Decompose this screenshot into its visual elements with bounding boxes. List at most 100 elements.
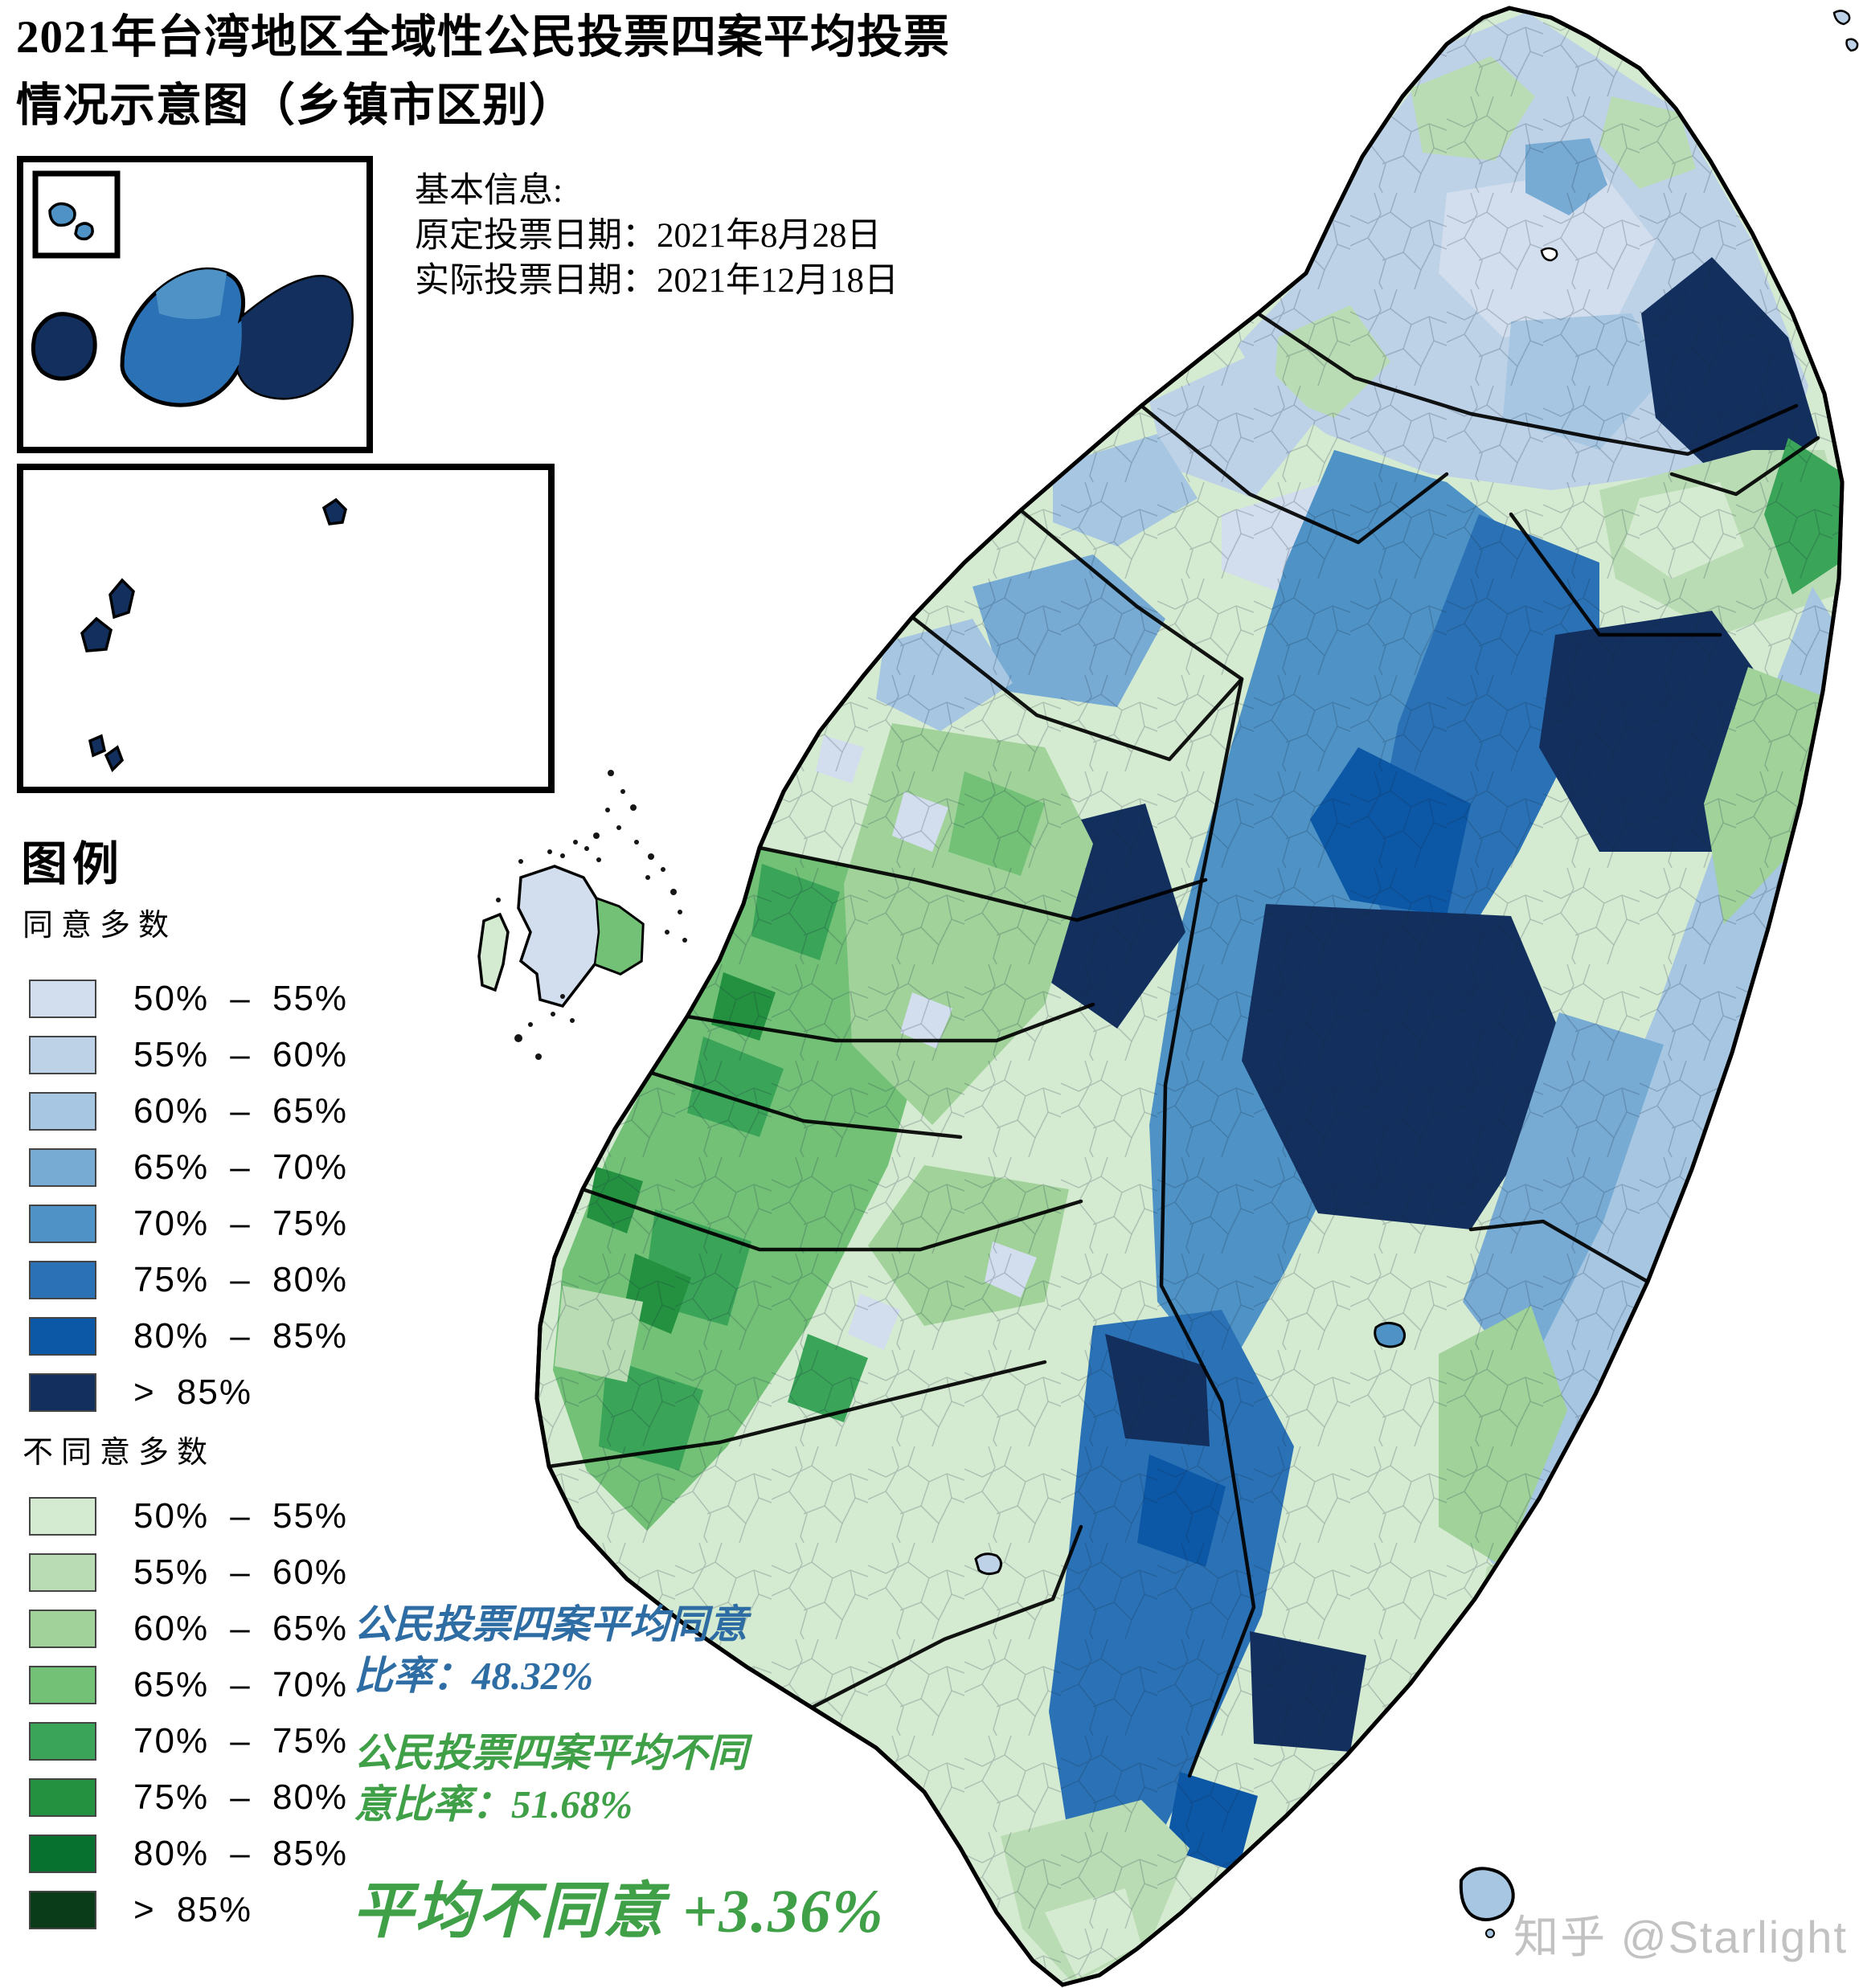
map-shape (528, 1022, 533, 1027)
map-shape (1045, 1888, 1141, 1978)
map-shape (665, 930, 669, 935)
map-shape (645, 875, 650, 880)
map-shape (809, 1524, 1083, 1710)
map-shape (1053, 434, 1198, 546)
map-shape (649, 1070, 963, 1139)
map-shape (560, 994, 565, 999)
map-shape (1459, 1867, 1515, 1921)
map-shape (1439, 169, 1656, 337)
legend-range-label: 50% – 55% (133, 979, 349, 1018)
map-shape (1242, 904, 1575, 1229)
map-shape (1374, 1322, 1406, 1348)
map-shape (1468, 1219, 1650, 1284)
legend-range-label: 55% – 60% (133, 1035, 349, 1074)
map-shape (560, 853, 565, 858)
map-shape (1165, 1772, 1258, 1872)
map-shape (616, 825, 621, 830)
map-shape (1149, 450, 1559, 1382)
page-title: 2021年台湾地区全域性公民投票四案平均投票 情况示意图（乡镇市区别） (16, 3, 1141, 140)
map-shape (518, 859, 523, 864)
map-shape (547, 849, 552, 854)
map-shape (477, 912, 510, 992)
inset-matsu (17, 464, 555, 793)
legend-swatch (29, 1722, 96, 1761)
legend-range-label: 80% – 85% (133, 1316, 349, 1356)
map-shape (634, 840, 639, 845)
legend-swatch (29, 1373, 96, 1412)
map-shape (1250, 1631, 1366, 1752)
legend-row: > 85% (29, 1364, 407, 1421)
map-shape (630, 804, 637, 811)
map-shape (104, 745, 125, 773)
map-shape (670, 889, 677, 895)
map-shape (678, 910, 682, 914)
legend-disagree-label: 不同意多数 (23, 1436, 216, 1470)
map-shape (88, 734, 107, 758)
legend-row: 80% – 85% (29, 1308, 407, 1364)
info-original-date: 原定投票日期：2021年8月28日 (415, 217, 882, 255)
legend-agree-rows: 50% – 55% 55% – 60% 60% – 65% 65% – 70% … (29, 971, 407, 1421)
map-shape (584, 846, 589, 851)
map-shape (553, 848, 932, 1531)
map-shape (1238, 12, 1808, 490)
map-shape (1525, 138, 1607, 215)
map-shape (599, 1358, 703, 1471)
legend-swatch (29, 1610, 96, 1648)
map-shape (1411, 56, 1535, 161)
map-shape (1310, 747, 1471, 916)
disagree-summary-line-2: 意比率：51.68% (354, 1782, 633, 1826)
map-shape (1704, 667, 1820, 924)
map-shape (620, 789, 625, 794)
map-shape (1669, 436, 1820, 497)
map-shape (496, 770, 687, 1060)
map-shape (1149, 354, 1318, 498)
map-shape (74, 222, 94, 241)
map-shape (593, 897, 645, 976)
legend-range-label: 65% – 70% (133, 1147, 349, 1187)
legend-range-label: 75% – 80% (133, 1777, 349, 1817)
map-shape (1447, 587, 1842, 1567)
map-shape (1599, 450, 1842, 635)
map-shape (570, 1018, 575, 1023)
map-shape (892, 792, 948, 852)
map-shape (974, 1552, 1002, 1576)
map-shape (643, 1209, 751, 1326)
map-shape (687, 1037, 784, 1137)
map-shape (1137, 1454, 1226, 1567)
map-shape (844, 723, 1093, 1125)
map-shape (623, 1254, 691, 1334)
legend-row: 50% – 55% (29, 971, 407, 1027)
map-shape (32, 170, 121, 259)
map-shape (948, 771, 1045, 876)
legend-row: 65% – 70% (29, 1657, 407, 1713)
map-shape (1435, 1659, 1511, 1756)
map-shape (596, 857, 601, 862)
map-shape (1139, 403, 1449, 545)
legend-row: 80% – 85% (29, 1826, 407, 1882)
map-shape (1366, 514, 1599, 996)
map-shape (1463, 1531, 1567, 1720)
map-shape (848, 1294, 900, 1350)
map-shape (551, 1012, 555, 1016)
map-shape (788, 1334, 868, 1422)
penghu-islands (477, 770, 687, 1060)
map-shape (972, 554, 1165, 707)
map-shape (321, 497, 347, 526)
map-shape (80, 616, 113, 652)
map-shape (31, 312, 97, 381)
legend-row: 50% – 55% (29, 1488, 407, 1544)
legend-range-label: 55% – 60% (133, 1552, 349, 1592)
legend-swatch (29, 1666, 96, 1704)
map-shape (1439, 1306, 1567, 1567)
map-shape (711, 972, 776, 1041)
legend-swatch (29, 1778, 96, 1817)
map-shape (685, 1002, 1095, 1043)
map-shape (1274, 305, 1390, 418)
offshore-islands (974, 10, 1859, 1938)
map-shape (1018, 508, 1244, 681)
title-line-1: 2021年台湾地区全域性公民投票四案平均投票 (16, 12, 950, 63)
legend-swatch (29, 1891, 96, 1929)
map-shape (17, 156, 373, 453)
legend-swatch (29, 980, 96, 1018)
legend-swatch (29, 1092, 96, 1131)
